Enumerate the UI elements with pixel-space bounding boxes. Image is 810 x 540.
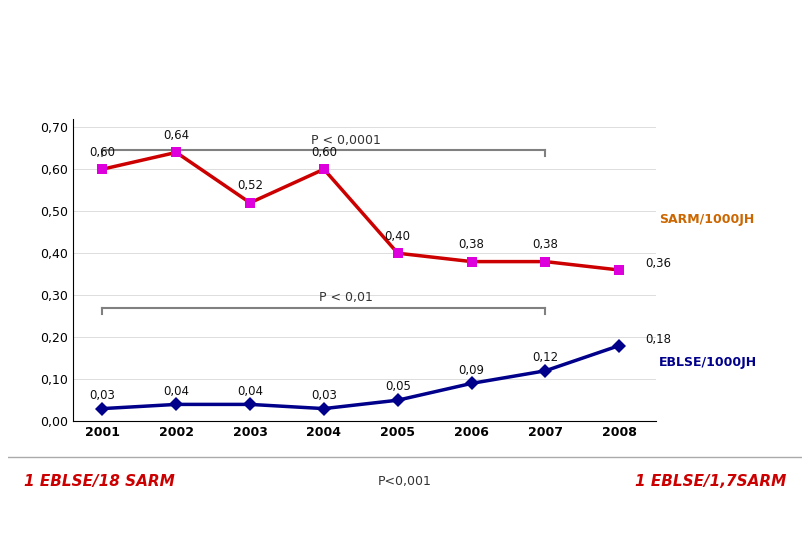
Text: 1 EBLSE/18 SARM: 1 EBLSE/18 SARM bbox=[24, 474, 175, 489]
Text: 0,03: 0,03 bbox=[89, 389, 115, 402]
Text: 0,60: 0,60 bbox=[311, 146, 337, 159]
Text: SARM/1000JH: SARM/1000JH bbox=[659, 213, 754, 226]
Text: 0,09: 0,09 bbox=[458, 363, 484, 377]
Text: 0,64: 0,64 bbox=[163, 129, 190, 142]
Text: EBLSE/1000JH: EBLSE/1000JH bbox=[659, 356, 757, 369]
Text: 0,04: 0,04 bbox=[237, 384, 263, 397]
Text: 0,38: 0,38 bbox=[458, 238, 484, 251]
Text: 0,12: 0,12 bbox=[532, 351, 558, 364]
Text: 0,36: 0,36 bbox=[645, 257, 671, 270]
Text: 0,05: 0,05 bbox=[385, 381, 411, 394]
Text: 0,04: 0,04 bbox=[164, 384, 190, 397]
Text: P < 0,01: P < 0,01 bbox=[319, 292, 373, 305]
Text: P < 0,0001: P < 0,0001 bbox=[311, 134, 381, 147]
Text: 2001 à 2008: 2001 à 2008 bbox=[343, 77, 467, 94]
Text: P<0,001: P<0,001 bbox=[378, 475, 432, 488]
Text: 1 EBLSE/1,7SARM: 1 EBLSE/1,7SARM bbox=[635, 474, 786, 489]
Text: 0,38: 0,38 bbox=[532, 238, 558, 251]
Text: 0,52: 0,52 bbox=[237, 179, 263, 192]
Text: Evolution des taux d’incidence des EBLSE et des SARM: Evolution des taux d’incidence des EBLSE… bbox=[128, 29, 682, 47]
Text: 0,60: 0,60 bbox=[89, 146, 116, 159]
Text: 0,40: 0,40 bbox=[385, 230, 411, 242]
Text: 0,03: 0,03 bbox=[311, 389, 337, 402]
Text: 0,18: 0,18 bbox=[645, 333, 671, 346]
